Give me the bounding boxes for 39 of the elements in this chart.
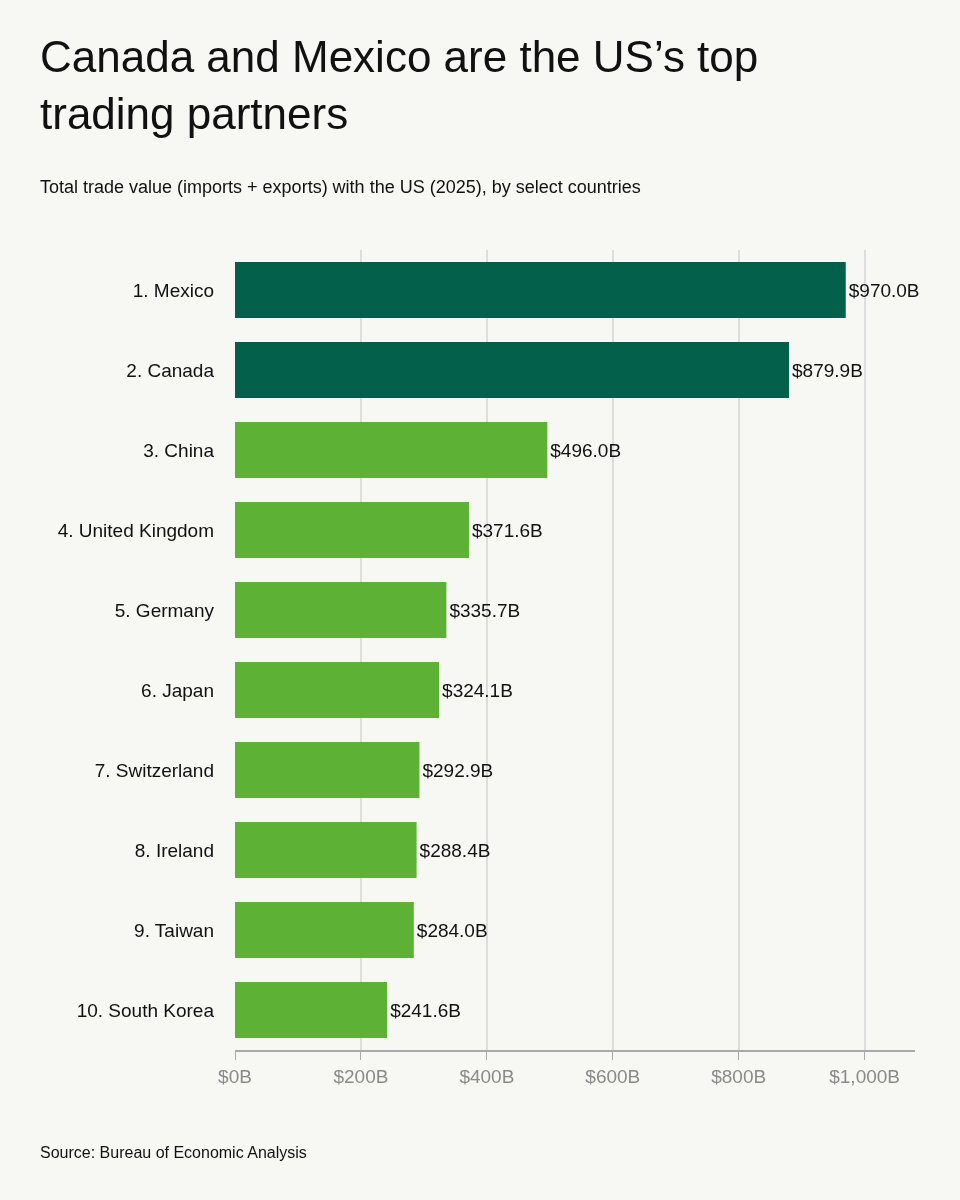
bar (235, 822, 417, 878)
bar (235, 982, 388, 1038)
bar (235, 422, 548, 478)
x-tick-label: $200B (333, 1065, 389, 1087)
data-label: $292.9B (422, 759, 494, 781)
y-tick-label: 10. South Korea (76, 999, 215, 1021)
x-tick-label: $800B (711, 1065, 767, 1087)
data-label: $371.6B (471, 519, 543, 541)
data-label: $879.9B (792, 359, 863, 381)
data-label: $496.0B (550, 439, 622, 461)
y-tick-label: 5. Germany (114, 599, 215, 621)
y-tick-label: 7. Switzerland (94, 759, 214, 781)
y-tick-label: 2. Canada (126, 359, 215, 381)
data-label: $284.0B (416, 919, 488, 941)
data-label: $324.1B (442, 679, 513, 701)
bar (235, 342, 790, 398)
data-label: $241.6B (390, 999, 461, 1021)
bar (235, 902, 414, 958)
y-tick-label: 3. China (143, 439, 215, 461)
data-label: $970.0B (848, 279, 920, 301)
y-tick-label: 9. Taiwan (134, 919, 214, 941)
bar (235, 262, 846, 318)
data-label: $335.7B (449, 599, 521, 621)
chart-subtitle: Total trade value (imports + exports) with the US (2025), by select countries (40, 177, 641, 197)
chart-title: Canada and Mexico are the US’s top trading partners (40, 32, 759, 139)
bar (235, 662, 440, 718)
x-tick-label: $400B (459, 1065, 515, 1087)
x-tick-label: $0B (218, 1065, 252, 1087)
bar (235, 742, 420, 798)
y-tick-label: 4. United Kingdom (57, 519, 214, 541)
source-note: Source: Bureau of Economic Analysis (40, 1144, 307, 1161)
y-tick-label: 6. Japan (141, 679, 214, 701)
data-label: $288.4B (419, 839, 491, 861)
y-tick-label: 1. Mexico (132, 279, 214, 301)
x-tick-label: $1,000B (829, 1065, 901, 1087)
bar (235, 582, 447, 638)
bar (235, 502, 469, 558)
y-tick-label: 8. Ireland (134, 839, 214, 861)
x-tick-label: $600B (585, 1065, 641, 1087)
